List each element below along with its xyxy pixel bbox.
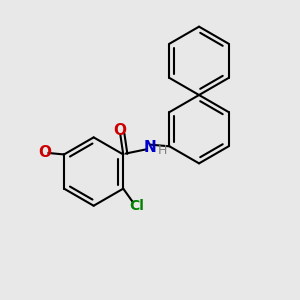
Text: N: N: [144, 140, 156, 154]
Text: O: O: [38, 145, 51, 160]
Text: Cl: Cl: [129, 200, 144, 214]
Text: O: O: [113, 123, 126, 138]
Text: H: H: [158, 144, 167, 157]
